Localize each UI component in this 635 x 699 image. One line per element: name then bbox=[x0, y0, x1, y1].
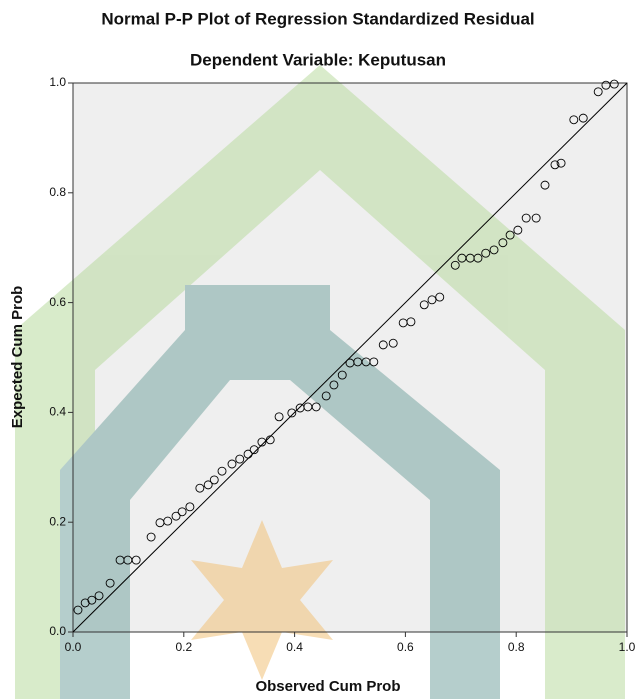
y-tick-label: 0.4 bbox=[49, 405, 66, 419]
y-tick-label: 0.0 bbox=[49, 624, 66, 638]
chart-title: Normal P-P Plot of Regression Standardiz… bbox=[101, 9, 534, 28]
x-tick-label: 0.8 bbox=[508, 640, 525, 654]
x-tick-label: 0.4 bbox=[286, 640, 303, 654]
y-tick-label: 0.8 bbox=[49, 185, 66, 199]
x-tick-label: 0.2 bbox=[175, 640, 192, 654]
y-tick-label: 1.0 bbox=[49, 75, 66, 89]
y-tick-label: 0.2 bbox=[49, 514, 66, 528]
chart-subtitle: Dependent Variable: Keputusan bbox=[190, 50, 446, 69]
chart: Normal P-P Plot of Regression Standardiz… bbox=[0, 0, 635, 699]
x-axis-title: Observed Cum Prob bbox=[255, 678, 400, 695]
y-tick-label: 0.6 bbox=[49, 295, 66, 309]
x-tick-label: 0.6 bbox=[397, 640, 414, 654]
x-tick-label: 1.0 bbox=[619, 640, 635, 654]
x-tick-label: 0.0 bbox=[65, 640, 82, 654]
y-axis-title: Expected Cum Prob bbox=[9, 286, 26, 429]
